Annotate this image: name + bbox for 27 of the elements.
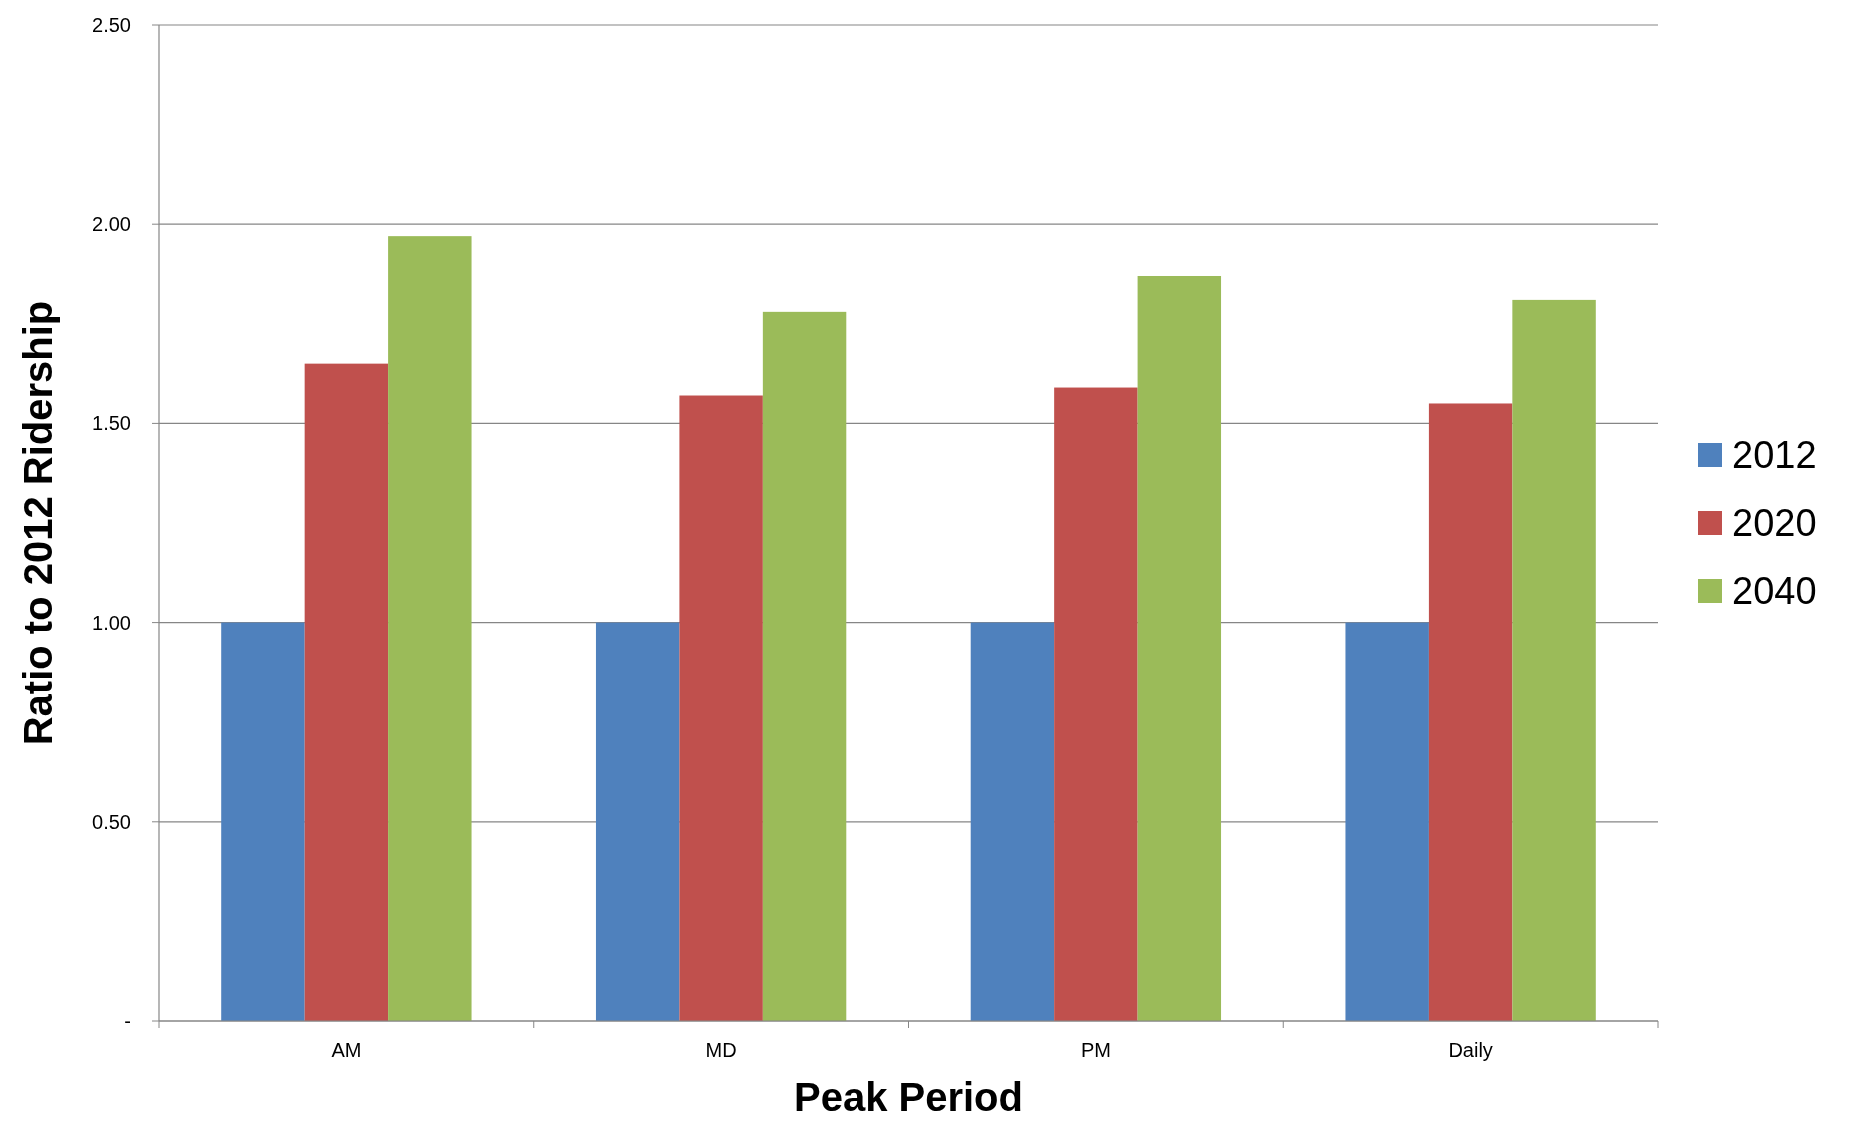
x-tick-label: Daily [1448, 1039, 1493, 1061]
y-axis-title: Ratio to 2012 Ridership [16, 300, 60, 746]
bar [1054, 387, 1138, 1021]
y-tick-label: 2.00 [92, 213, 131, 236]
legend-label: 2040 [1732, 570, 1817, 613]
bar [595, 622, 680, 1021]
x-tick-label: MD [705, 1039, 737, 1061]
bar [1512, 299, 1596, 1021]
bar [304, 363, 389, 1021]
bar [1428, 403, 1513, 1021]
x-tick-label: AM [331, 1039, 362, 1061]
bar [762, 311, 847, 1021]
bar [1137, 275, 1222, 1021]
x-axis-title: Peak Period [793, 1075, 1024, 1119]
bar [679, 395, 763, 1021]
y-tick-label: 1.00 [92, 611, 131, 634]
bar [221, 622, 305, 1021]
x-tick-label: PM [1080, 1039, 1111, 1061]
legend-label: 2012 [1732, 434, 1817, 477]
bar [388, 236, 472, 1021]
y-tick-label: 1.50 [92, 412, 131, 435]
legend-label: 2020 [1732, 502, 1817, 545]
bar [1345, 622, 1429, 1021]
y-tick-label: 0.50 [92, 810, 131, 833]
y-tick-label: 2.50 [92, 14, 131, 36]
bar [970, 622, 1055, 1021]
y-tick-label: - [124, 1010, 131, 1032]
